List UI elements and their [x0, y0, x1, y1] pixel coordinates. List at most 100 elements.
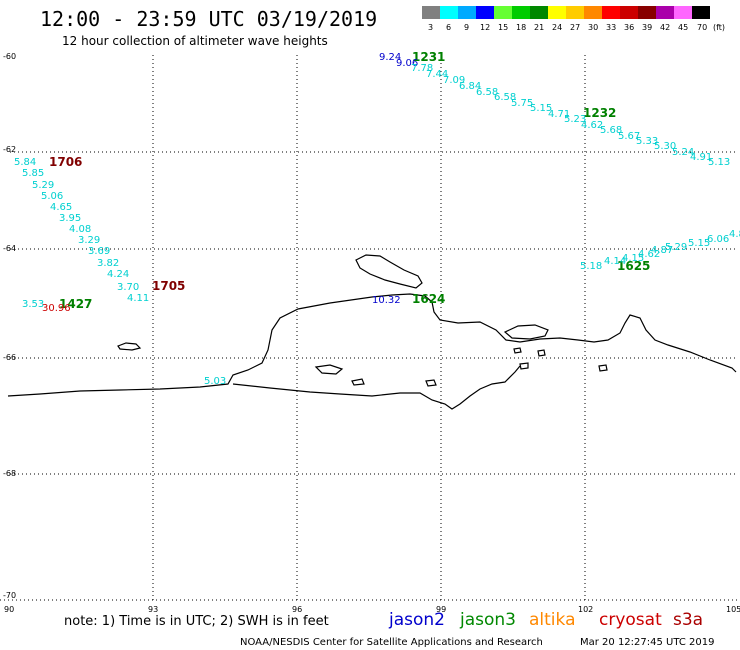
legend-s3a: s3a: [673, 610, 703, 630]
islet-1: [314, 364, 344, 375]
lat-label-66: -66: [3, 353, 16, 362]
credit-line: NOAA/NESDIS Center for Satellite Applica…: [240, 637, 543, 648]
island-east: [503, 324, 549, 340]
colorbar-label-5: 15: [498, 23, 508, 32]
swh-value: 5.29: [32, 180, 54, 191]
swh-value: 4.14: [604, 256, 626, 267]
swh-value-isolated: 5.03: [204, 376, 226, 387]
swh-value: 5.75: [511, 98, 533, 109]
swh-value: 4.15: [622, 253, 644, 264]
colorbar-bin-11: [602, 6, 620, 19]
colorbar-label-3: 9: [464, 23, 469, 32]
graticule: [10, 55, 735, 600]
ice-shelf-south: [232, 365, 521, 410]
swh-value: 5.23: [564, 114, 586, 125]
colorbar-bin-16: [692, 6, 710, 19]
swh-value: 4.62: [638, 249, 660, 260]
track-1706: 5.84 5.85 5.29 5.06 4.65 3.95 4.08 3.29 …: [14, 157, 149, 304]
swh-value: 5.67: [618, 131, 640, 142]
lat-label-60: -60: [3, 52, 16, 61]
legend-jason2: jason2: [388, 610, 445, 630]
colorbar-label-15: 45: [678, 23, 688, 32]
colorbar-bin-8: [548, 6, 566, 19]
swh-value: 9.24: [379, 52, 401, 63]
swh-value: 5.85: [22, 168, 44, 179]
colorbar-bin-13: [638, 6, 656, 19]
colorbar: 3 6 9 12 15 18 21 24 27 30 33 36 39 42 4…: [422, 6, 725, 32]
colorbar-label-13: 39: [642, 23, 652, 32]
colorbar-bin-3: [458, 6, 476, 19]
colorbar-bin-4: [476, 6, 494, 19]
swh-value: 5.15: [530, 103, 552, 114]
colorbar-label-14: 42: [660, 23, 670, 32]
swh-value: 6.84: [459, 81, 481, 92]
islet-5: [537, 349, 546, 357]
lat-label-68: -68: [3, 469, 16, 478]
timestamp: Mar 20 12:27:45 UTC 2019: [580, 637, 715, 648]
swh-value: 5.29: [665, 242, 687, 253]
colorbar-bin-9: [566, 6, 584, 19]
lat-label-70: -70: [3, 591, 16, 600]
swh-value: 3.69: [88, 246, 110, 257]
footer-note: note: 1) Time is in UTC; 2) SWH is in fe…: [64, 614, 329, 629]
swh-value: 4.24: [107, 269, 129, 280]
antarctic-coast: [7, 293, 737, 397]
islet-2: [351, 378, 365, 386]
lon-label-102: 102: [578, 605, 593, 614]
colorbar-bin-2: [440, 6, 458, 19]
colorbar-label-16: 70: [697, 23, 707, 32]
colorbar-bin-14: [656, 6, 674, 19]
lat-label-62: -62: [3, 145, 16, 154]
colorbar-bin-12: [620, 6, 638, 19]
colorbar-bin-10: [584, 6, 602, 19]
colorbar-label-11: 33: [606, 23, 616, 32]
islet-7: [513, 347, 522, 354]
colorbar-bin-6: [512, 6, 530, 19]
pass-label-1625: 1625: [617, 259, 650, 273]
islet-6: [598, 364, 608, 372]
colorbar-label-8: 24: [552, 23, 562, 32]
swh-value: 7.44: [426, 69, 448, 80]
swh-value: 4.87: [651, 245, 673, 256]
swh-value: 7.78: [411, 63, 433, 74]
colorbar-bin-5: [494, 6, 512, 19]
colorbar-label-2: 6: [446, 23, 451, 32]
swh-value: 6.58: [476, 87, 498, 98]
coastline: [7, 254, 737, 410]
swh-value: 4.65: [50, 202, 72, 213]
chart-subtitle: 12 hour collection of altimeter wave hei…: [62, 34, 328, 48]
swh-value: 9.06: [396, 58, 418, 69]
track-1625: 5.18 4.14 4.15 4.62 4.87 5.29 5.15 6.06 …: [580, 229, 740, 272]
lat-label-64: -64: [3, 244, 16, 253]
swh-value: 5.68: [600, 125, 622, 136]
track-1427: 3.53 30.96: [22, 299, 71, 314]
pass-label-1624: 1624: [412, 292, 445, 306]
pass-label-1706: 1706: [49, 155, 82, 169]
colorbar-label-12: 36: [624, 23, 634, 32]
swh-value: 5.13: [708, 157, 730, 168]
legend-jason3: jason3: [459, 610, 516, 630]
swh-value: 4.11: [127, 293, 149, 304]
colorbar-label-1: 3: [428, 23, 433, 32]
colorbar-label-7: 21: [534, 23, 544, 32]
swh-value: 5.24: [672, 147, 694, 158]
lon-label-96: 96: [292, 605, 302, 614]
colorbar-bin-1: [422, 6, 440, 19]
swh-value: 5.30: [654, 141, 676, 152]
island-north: [355, 254, 423, 289]
pass-label-1427: 1427: [59, 297, 92, 311]
swh-value: 30.96: [42, 303, 71, 314]
lon-label-93: 93: [148, 605, 158, 614]
pass-label-1231: 1231: [412, 50, 445, 64]
swh-value: 6.58: [494, 92, 516, 103]
islet-3: [425, 379, 437, 387]
legend-altika: altika: [529, 610, 576, 630]
colorbar-bin-7: [530, 6, 548, 19]
swh-value: 5.15: [688, 238, 710, 249]
swh-value: 3.29: [78, 235, 100, 246]
swh-value: 7.09: [443, 75, 465, 86]
chart-title: 12:00 - 23:59 UTC 03/19/2019: [40, 7, 377, 31]
island-west: [117, 342, 142, 351]
colorbar-bin-15: [674, 6, 692, 19]
